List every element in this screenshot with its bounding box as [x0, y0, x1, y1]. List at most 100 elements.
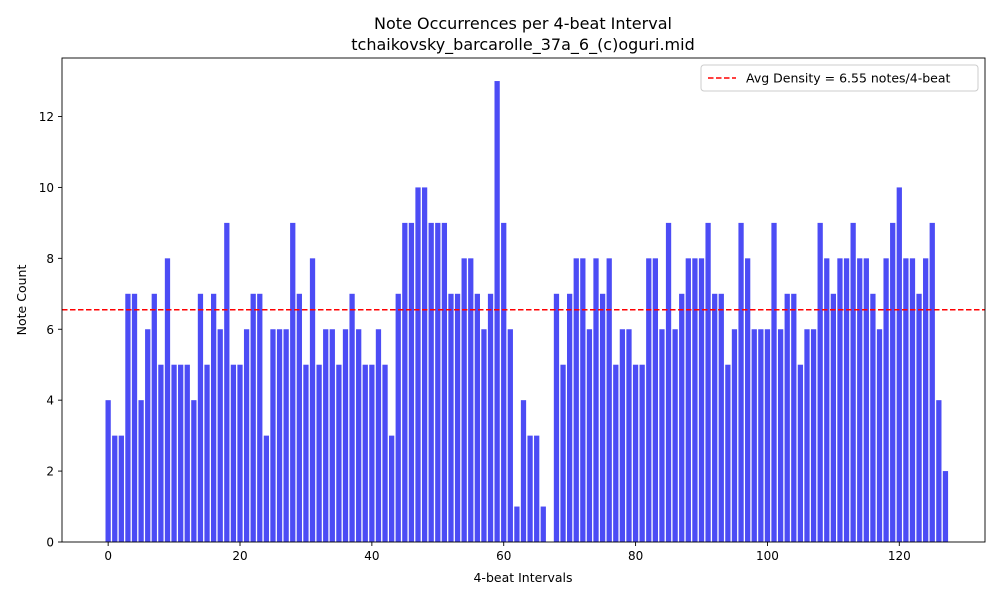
bar-94: [725, 364, 731, 542]
bar-121: [903, 258, 909, 542]
bar-115: [863, 258, 869, 542]
bar-25: [270, 329, 276, 542]
bar-73: [586, 329, 593, 542]
bar-63: [520, 400, 527, 542]
bar-81: [639, 364, 645, 542]
bar-52: [448, 293, 454, 542]
bar-99: [758, 329, 764, 542]
bar-19: [230, 364, 237, 542]
bar-125: [929, 222, 935, 542]
bar-37: [349, 293, 355, 542]
bar-57: [481, 329, 487, 542]
bar-23: [257, 293, 263, 542]
bar-64: [527, 435, 533, 542]
bar-92: [712, 293, 718, 542]
bar-42: [382, 364, 388, 542]
bar-24: [263, 435, 270, 542]
bar-48: [421, 187, 428, 543]
x-tick-label-80: 80: [628, 549, 643, 563]
x-tick-label-60: 60: [496, 549, 511, 563]
bar-103: [784, 293, 790, 542]
bar-116: [870, 293, 876, 542]
bar-18: [224, 222, 230, 542]
x-tick-label-40: 40: [364, 549, 379, 563]
bar-71: [573, 258, 579, 542]
bar-5: [138, 400, 144, 542]
bar-123: [916, 293, 922, 542]
x-tick-label-0: 0: [104, 549, 112, 563]
bar-39: [362, 364, 368, 542]
bar-70: [567, 293, 573, 542]
y-tick-label-0: 0: [46, 536, 54, 550]
bar-106: [804, 329, 810, 542]
bar-11: [178, 364, 184, 542]
axes-group: [61, 57, 986, 543]
bar-33: [323, 329, 329, 542]
bar-6: [145, 329, 151, 542]
bar-69: [560, 364, 566, 542]
bar-85: [665, 222, 672, 542]
bar-49: [428, 222, 434, 542]
bar-26: [276, 329, 283, 542]
bar-43: [389, 435, 395, 542]
bar-31: [309, 258, 316, 542]
bar-107: [810, 329, 817, 542]
bar-68: [553, 293, 560, 542]
x-tick-label-20: 20: [232, 549, 247, 563]
bar-58: [487, 293, 494, 542]
bar-10: [171, 364, 177, 542]
y-ticks: 0 2 4 6 8 10 12: [39, 110, 62, 550]
bar-89: [692, 258, 698, 542]
legend-label-avg: Avg Density = 6.55 notes/4-beat: [746, 71, 951, 86]
bar-0: [105, 400, 111, 542]
bar-44: [395, 293, 401, 542]
bar-97: [745, 258, 751, 542]
bar-105: [797, 364, 804, 542]
bar-114: [857, 258, 863, 542]
bar-95: [731, 329, 738, 542]
bar-54: [461, 258, 467, 542]
bar-86: [672, 329, 678, 542]
bar-14: [197, 293, 204, 542]
bar-83: [652, 258, 658, 542]
bar-8: [158, 364, 164, 542]
chart-subtitle: tchaikovsky_barcarolle_37a_6_(c)oguri.mi…: [351, 35, 694, 55]
bar-104: [791, 293, 797, 542]
y-axis-label: Note Count: [14, 265, 29, 336]
bar-4: [131, 293, 138, 542]
bar-79: [626, 329, 632, 542]
bar-111: [837, 258, 843, 542]
bar-109: [824, 258, 830, 542]
bar-45: [402, 222, 408, 542]
bar-51: [441, 222, 448, 542]
y-tick-label-10: 10: [39, 181, 54, 195]
y-tick-label-6: 6: [46, 323, 54, 337]
bar-82: [646, 258, 652, 542]
bar-75: [599, 293, 606, 542]
bar-34: [329, 329, 335, 542]
bar-118: [883, 258, 889, 542]
x-axis-label: 4-beat Intervals: [473, 570, 572, 585]
chart-title: Note Occurrences per 4-beat Interval: [374, 14, 672, 33]
y-tick-label-12: 12: [39, 110, 54, 124]
bar-110: [830, 293, 836, 542]
bar-21: [243, 329, 250, 542]
bar-65: [534, 435, 540, 542]
bar-66: [540, 506, 546, 542]
y-tick-label-4: 4: [46, 394, 54, 408]
bar-102: [777, 329, 784, 542]
bar-35: [336, 364, 342, 542]
bar-98: [751, 329, 757, 542]
bar-47: [415, 187, 421, 543]
bar-12: [184, 364, 190, 542]
bar-96: [738, 222, 744, 542]
bar-80: [632, 364, 639, 542]
y-tick-label-2: 2: [46, 465, 54, 479]
bar-1: [112, 435, 118, 542]
bar-76: [606, 258, 612, 542]
bar-72: [580, 258, 586, 542]
bar-40: [369, 364, 375, 542]
bar-61: [507, 329, 513, 542]
bar-59: [494, 81, 500, 543]
bars-group: [105, 81, 949, 543]
